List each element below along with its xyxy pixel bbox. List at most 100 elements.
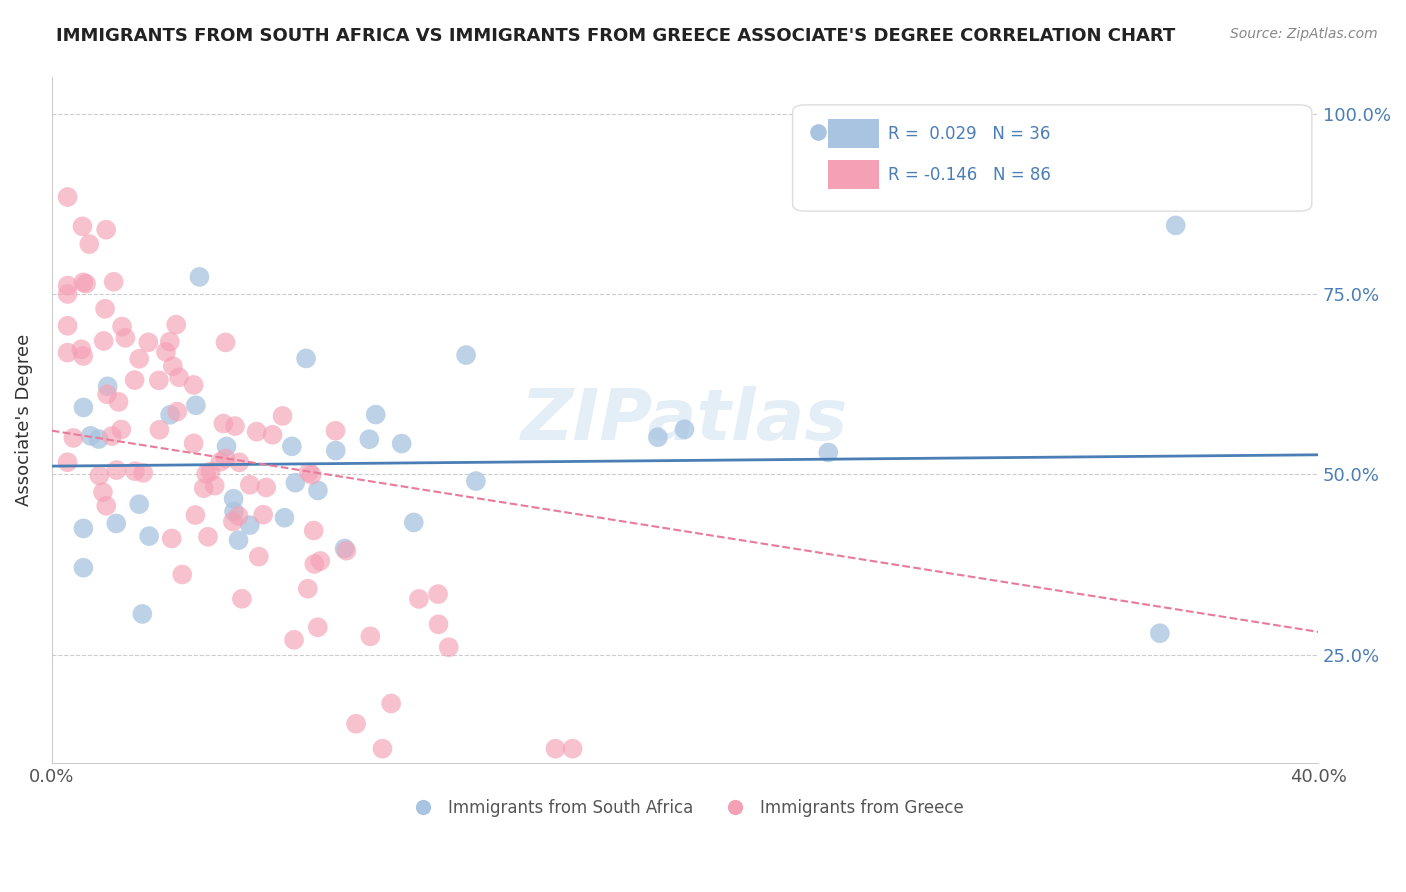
- Point: [402, 516, 425, 530]
- Point: [204, 478, 226, 492]
- Point: [124, 464, 146, 478]
- FancyBboxPatch shape: [828, 120, 879, 148]
- Point: [561, 741, 583, 756]
- Point: [124, 373, 146, 387]
- Text: R = -0.146   N = 86: R = -0.146 N = 86: [887, 167, 1050, 185]
- Point: [138, 529, 160, 543]
- Point: [183, 378, 205, 392]
- Point: [132, 466, 155, 480]
- Point: [284, 475, 307, 490]
- Point: [228, 455, 250, 469]
- Point: [304, 557, 326, 571]
- Point: [105, 463, 128, 477]
- Point: [1149, 626, 1171, 640]
- Point: [298, 466, 321, 480]
- Point: [359, 629, 381, 643]
- Point: [188, 269, 211, 284]
- Point: [131, 607, 153, 621]
- Point: [262, 427, 284, 442]
- Point: [195, 467, 218, 481]
- Point: [333, 541, 356, 556]
- Point: [246, 425, 269, 439]
- Point: [56, 455, 79, 469]
- Point: [160, 532, 183, 546]
- Point: [96, 387, 118, 401]
- Point: [72, 401, 94, 415]
- Point: [544, 741, 567, 756]
- Point: [93, 334, 115, 348]
- Point: [359, 432, 381, 446]
- Point: [89, 468, 111, 483]
- Point: [165, 318, 187, 332]
- Point: [228, 533, 250, 548]
- Y-axis label: Associate's Degree: Associate's Degree: [15, 334, 32, 507]
- Point: [252, 508, 274, 522]
- Point: [107, 395, 129, 409]
- Point: [111, 319, 134, 334]
- Point: [427, 617, 450, 632]
- Point: [247, 549, 270, 564]
- Point: [96, 499, 118, 513]
- Point: [231, 591, 253, 606]
- Point: [307, 483, 329, 498]
- Point: [325, 443, 347, 458]
- Point: [295, 351, 318, 366]
- Point: [647, 430, 669, 444]
- Point: [110, 422, 132, 436]
- Point: [380, 697, 402, 711]
- Point: [371, 741, 394, 756]
- Point: [128, 497, 150, 511]
- Point: [62, 431, 84, 445]
- Text: R =  0.029   N = 36: R = 0.029 N = 36: [887, 126, 1050, 144]
- FancyBboxPatch shape: [793, 105, 1312, 211]
- Point: [72, 219, 94, 234]
- Point: [162, 359, 184, 374]
- Point: [271, 409, 294, 423]
- Point: [283, 632, 305, 647]
- Point: [94, 222, 117, 236]
- Point: [427, 587, 450, 601]
- Point: [56, 318, 79, 333]
- Point: [97, 379, 120, 393]
- Point: [72, 276, 94, 290]
- Text: IMMIGRANTS FROM SOUTH AFRICA VS IMMIGRANTS FROM GREECE ASSOCIATE'S DEGREE CORREL: IMMIGRANTS FROM SOUTH AFRICA VS IMMIGRAN…: [56, 27, 1175, 45]
- Point: [77, 237, 100, 252]
- Point: [408, 591, 430, 606]
- Point: [159, 334, 181, 349]
- Point: [167, 370, 190, 384]
- Point: [309, 554, 332, 568]
- Point: [105, 516, 128, 531]
- Point: [212, 417, 235, 431]
- Legend: Immigrants from South Africa, Immigrants from Greece: Immigrants from South Africa, Immigrants…: [399, 792, 970, 823]
- Point: [454, 348, 477, 362]
- Point: [222, 505, 245, 519]
- Point: [239, 518, 262, 533]
- Point: [184, 398, 207, 412]
- Point: [155, 344, 177, 359]
- Point: [75, 277, 97, 291]
- Point: [222, 491, 245, 506]
- Point: [56, 345, 79, 359]
- Point: [817, 445, 839, 459]
- Point: [79, 429, 101, 443]
- Point: [87, 432, 110, 446]
- Point: [228, 508, 250, 523]
- Point: [214, 335, 236, 350]
- Point: [214, 451, 236, 466]
- Point: [183, 436, 205, 450]
- Point: [91, 485, 114, 500]
- Point: [254, 480, 277, 494]
- Point: [70, 343, 93, 357]
- Point: [224, 419, 246, 434]
- Point: [103, 275, 125, 289]
- Point: [325, 424, 347, 438]
- Point: [114, 331, 136, 345]
- Point: [297, 582, 319, 596]
- Point: [148, 373, 170, 387]
- Point: [166, 404, 188, 418]
- Point: [72, 521, 94, 535]
- Point: [172, 567, 194, 582]
- Point: [56, 190, 79, 204]
- Point: [335, 543, 357, 558]
- Point: [1164, 219, 1187, 233]
